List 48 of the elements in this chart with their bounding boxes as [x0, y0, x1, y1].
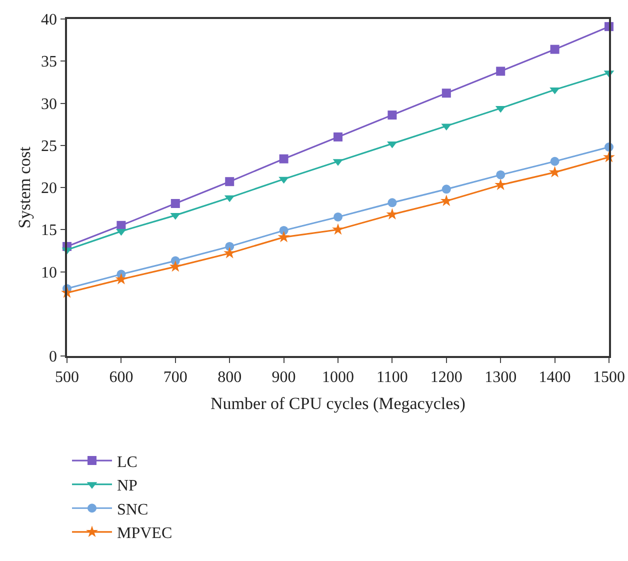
y-tick-label: 40 [41, 12, 58, 29]
point [388, 198, 397, 208]
point [225, 177, 234, 186]
point [496, 66, 506, 76]
point [169, 260, 182, 272]
x-tick-label: 900 [272, 368, 296, 386]
point [279, 154, 288, 164]
point [496, 170, 506, 180]
x-tick-label: 1500 [593, 368, 625, 386]
x-tick-label: 1300 [484, 368, 517, 386]
y-tick-label: 10 [41, 264, 58, 282]
x-tick-label: 500 [55, 368, 79, 386]
x-tick-label: 800 [218, 368, 242, 386]
x-tick-label: 600 [109, 368, 134, 386]
legend-label: MPVEC [117, 525, 172, 542]
y-tick-label: 20 [41, 180, 58, 198]
point [548, 166, 561, 178]
point [225, 242, 234, 251]
point [442, 184, 451, 194]
x-tick-label: 1100 [376, 368, 408, 386]
point [494, 178, 507, 190]
y-tick-label: 15 [41, 222, 58, 240]
y-tick-label: 25 [41, 138, 58, 155]
point [550, 44, 560, 54]
legend-label: NP [117, 478, 138, 495]
y-tick-label: 35 [41, 54, 58, 71]
point [387, 141, 398, 148]
legend-label: LC [117, 454, 138, 471]
legend-label: SNC [117, 501, 148, 518]
point [388, 110, 397, 120]
point [224, 246, 236, 258]
x-tick-label: 1200 [430, 368, 462, 386]
point [115, 273, 128, 284]
x-tick-label: 700 [163, 368, 188, 386]
point [170, 199, 180, 208]
y-tick-label: 0 [49, 348, 58, 366]
point [550, 156, 560, 166]
point [278, 176, 289, 184]
x-tick-label: 1400 [538, 368, 571, 386]
point [278, 230, 290, 242]
point [332, 223, 344, 235]
y-tick-label: 30 [41, 96, 58, 113]
point [334, 132, 342, 142]
x-axis-title: Number of CPU cycles (Megacycles) [210, 394, 466, 413]
point [442, 88, 451, 98]
x-tick-label: 1000 [322, 368, 354, 386]
y-axis-title: System cost [15, 146, 34, 228]
point [334, 212, 342, 222]
